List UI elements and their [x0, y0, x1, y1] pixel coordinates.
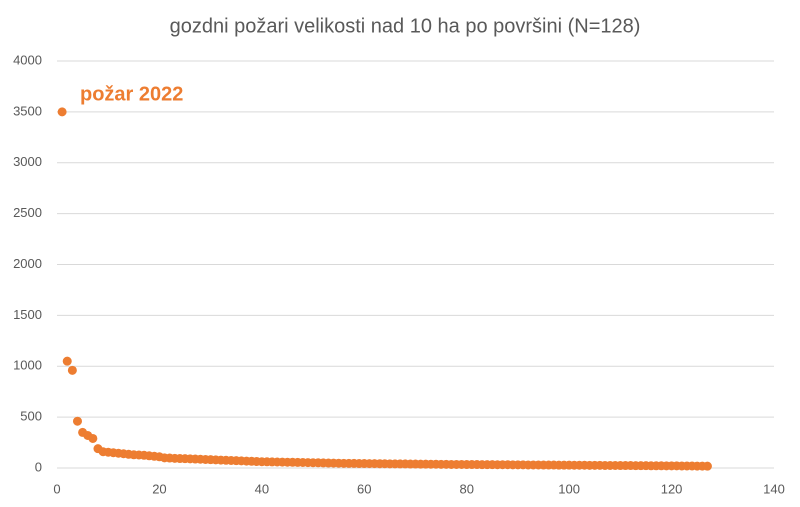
- annotation: požar 2022: [80, 83, 183, 105]
- y-tick-label: 3000: [13, 154, 42, 169]
- y-tick-label: 1000: [13, 358, 42, 373]
- x-tick-label: 120: [661, 481, 683, 496]
- y-tick-label: 4000: [13, 52, 42, 67]
- y-tick-label: 2000: [13, 256, 42, 271]
- y-tick-label: 2500: [13, 205, 42, 220]
- point: [57, 107, 67, 117]
- x-tick-label: 80: [459, 481, 473, 496]
- point: [72, 416, 82, 426]
- point: [702, 461, 712, 471]
- x-tick-label: 40: [255, 481, 269, 496]
- y-tick-label: 0: [35, 459, 42, 474]
- x-tick-label: 100: [558, 481, 580, 496]
- y-tick-label: 500: [20, 409, 42, 424]
- point: [67, 365, 77, 375]
- x-tick-label: 0: [53, 481, 60, 496]
- chart-title: gozdni požari velikosti nad 10 ha po pov…: [170, 15, 641, 37]
- y-tick-label: 1500: [13, 307, 42, 322]
- x-tick-label: 60: [357, 481, 371, 496]
- y-tick-label: 3500: [13, 103, 42, 118]
- x-tick-label: 20: [152, 481, 166, 496]
- x-tick-label: 140: [763, 481, 785, 496]
- point: [88, 433, 98, 443]
- point: [62, 356, 72, 366]
